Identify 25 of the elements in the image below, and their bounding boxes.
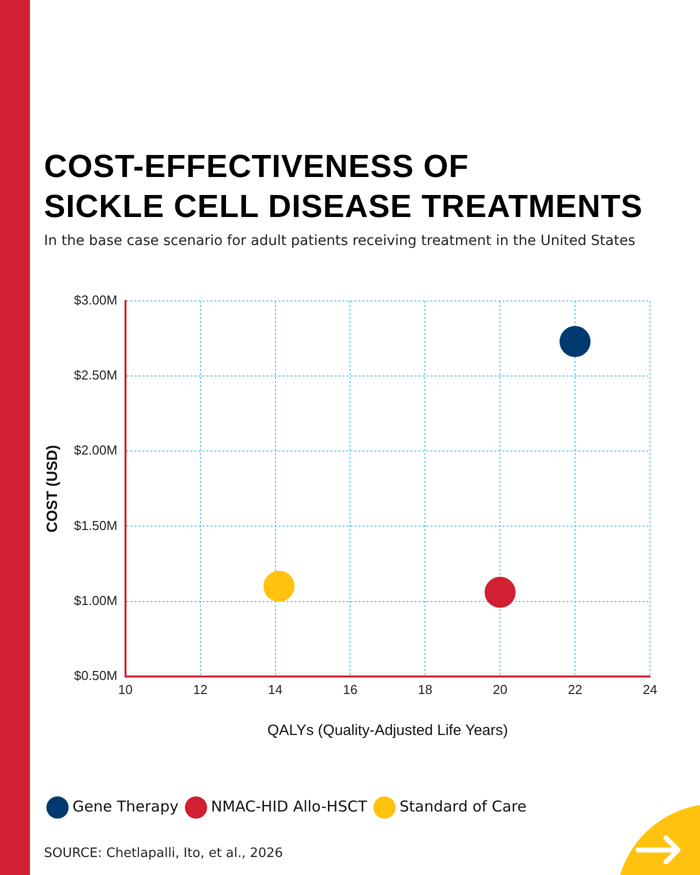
- y-axis-title: COST (USD): [44, 444, 62, 532]
- x-tick-label: 24: [642, 682, 658, 697]
- x-tick-label: 20: [492, 682, 508, 697]
- x-axis-title: QALYs (Quality-Adjusted Life Years): [267, 722, 508, 740]
- x-tick-label: 12: [193, 682, 208, 697]
- y-tick-label: $2.00M: [74, 442, 118, 458]
- chart-title: COST-EFFECTIVENESS OF SICKLE CELL DISEASE TREATMENTS: [44, 147, 643, 226]
- y-tick-label: $2.50M: [74, 368, 118, 383]
- chart-subtitle: In the base case scenario for adult patients receiving treatment in the United States: [44, 233, 636, 249]
- x-tick-label: 18: [418, 682, 432, 697]
- x-tick-label: 14: [268, 682, 282, 697]
- point: [484, 576, 516, 608]
- y-tick-label: $3.00M: [74, 292, 118, 308]
- y-tick-label: $1.00M: [74, 592, 118, 608]
- x-tick-label: 10: [118, 682, 133, 697]
- x-tick-label: 16: [342, 682, 358, 697]
- x-tick-label: 22: [568, 682, 582, 697]
- point: [264, 570, 295, 602]
- source-note: SOURCE: Chetlapalli, Ito, et al., 2026: [44, 846, 283, 861]
- y-tick-label: $1.50M: [74, 518, 118, 533]
- y-tick-label: $0.50M: [74, 668, 118, 683]
- legend-label: Standard of Care: [399, 797, 526, 816]
- point: [560, 326, 591, 358]
- legend-label: Gene Therapy: [72, 797, 179, 816]
- legend-label: NMAC-HID Allo-HSCT: [211, 797, 368, 816]
